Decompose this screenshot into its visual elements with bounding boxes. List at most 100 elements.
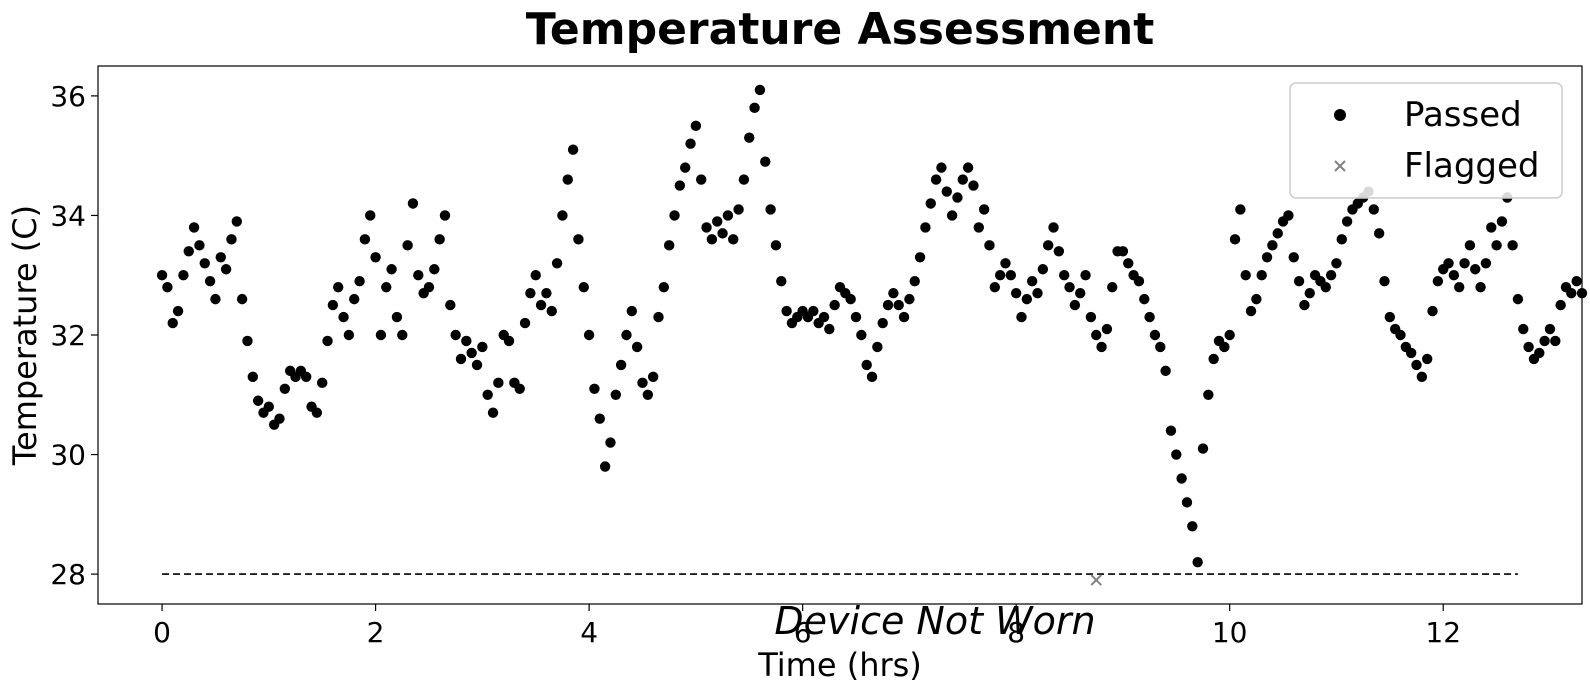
passed-point (578, 281, 589, 293)
passed-point (733, 204, 744, 215)
y-axis-label: Temperature (C) (6, 205, 44, 466)
passed-point (413, 270, 424, 281)
y-tick-label: 34 (50, 199, 86, 232)
passed-point (674, 180, 686, 191)
passed-point (594, 413, 605, 424)
passed-point (279, 383, 291, 394)
passed-point (962, 162, 974, 173)
passed-point (1133, 276, 1145, 287)
passed-point (1299, 299, 1310, 311)
passed-point (647, 371, 659, 383)
passed-point (914, 252, 926, 263)
passed-point (818, 311, 830, 323)
passed-point (1384, 311, 1396, 323)
passed-point (375, 329, 387, 341)
passed-point (872, 341, 883, 353)
passed-point (1293, 276, 1305, 287)
passed-point (487, 407, 499, 418)
passed-point (167, 317, 178, 329)
passed-point (930, 174, 942, 185)
passed-point (439, 210, 451, 221)
passed-point (1544, 323, 1556, 335)
passed-point (824, 323, 835, 335)
passed-point (1272, 228, 1283, 239)
passed-point (1235, 204, 1246, 215)
passed-point (162, 281, 173, 293)
passed-point (466, 347, 477, 359)
passed-point (226, 234, 237, 245)
passed-point (1283, 210, 1294, 221)
y-tick-label: 36 (50, 80, 86, 113)
passed-point (1176, 473, 1187, 484)
passed-point (701, 222, 712, 233)
passed-point (1075, 287, 1086, 299)
chart-title: Temperature Assessment (526, 4, 1155, 55)
passed-point (1405, 347, 1417, 359)
passed-point (503, 335, 515, 347)
passed-point (690, 120, 702, 131)
passed-point (685, 138, 696, 149)
passed-point (663, 240, 675, 251)
passed-point (370, 252, 381, 263)
passed-point (1229, 234, 1241, 245)
passed-point (1496, 216, 1508, 227)
passed-point (1069, 299, 1081, 311)
passed-point (1261, 252, 1273, 263)
passed-point (1107, 281, 1118, 293)
passed-point (461, 335, 472, 347)
passed-point (573, 234, 584, 245)
passed-point (172, 305, 184, 317)
passed-point (1042, 240, 1054, 251)
passed-point (322, 335, 333, 347)
passed-point (215, 252, 226, 263)
passed-point (808, 305, 819, 317)
passed-point (978, 204, 990, 215)
legend-flagged-marker (1334, 160, 1346, 172)
passed-point (637, 377, 648, 389)
passed-point (994, 270, 1006, 281)
passed-point (882, 299, 894, 311)
passed-point (397, 329, 408, 341)
passed-point (1550, 335, 1561, 347)
passed-point (365, 210, 376, 221)
passed-point (317, 377, 328, 389)
passed-point (381, 281, 392, 293)
passed-point (1144, 311, 1155, 323)
passed-point (343, 329, 355, 341)
passed-point (696, 174, 707, 185)
passed-point (1192, 556, 1203, 568)
x-tick-label: 12 (1425, 616, 1461, 649)
passed-point (455, 353, 467, 365)
passed-point (754, 84, 766, 96)
passed-point (1155, 341, 1166, 353)
ticks-layer: 0 2 4 6 8 10 12 28 30 32 34 36 (50, 80, 1461, 649)
passed-point (541, 287, 552, 299)
passed-point (909, 276, 920, 287)
y-tick-label: 28 (50, 558, 86, 591)
passed-point (1171, 449, 1182, 460)
passed-point (199, 258, 210, 269)
passed-point (1325, 270, 1337, 281)
passed-point (525, 287, 536, 299)
passed-point (423, 281, 435, 293)
passed-point (669, 210, 680, 221)
passed-point (471, 359, 483, 371)
passed-point (621, 329, 632, 341)
passed-point (589, 383, 600, 394)
passed-point (567, 144, 579, 155)
passed-point (546, 305, 557, 317)
passed-point (562, 174, 573, 185)
passed-point (925, 198, 936, 209)
passed-point (386, 264, 397, 275)
passed-point (1571, 276, 1582, 287)
passed-point (866, 371, 878, 383)
passed-point (1117, 246, 1129, 257)
passed-point (1395, 329, 1406, 341)
passed-point (679, 162, 691, 173)
x-tick-label: 6 (794, 616, 812, 649)
passed-point (402, 240, 413, 251)
passed-point (829, 299, 840, 311)
passed-point (920, 222, 931, 233)
passed-point (973, 222, 984, 233)
passed-point (946, 210, 958, 221)
